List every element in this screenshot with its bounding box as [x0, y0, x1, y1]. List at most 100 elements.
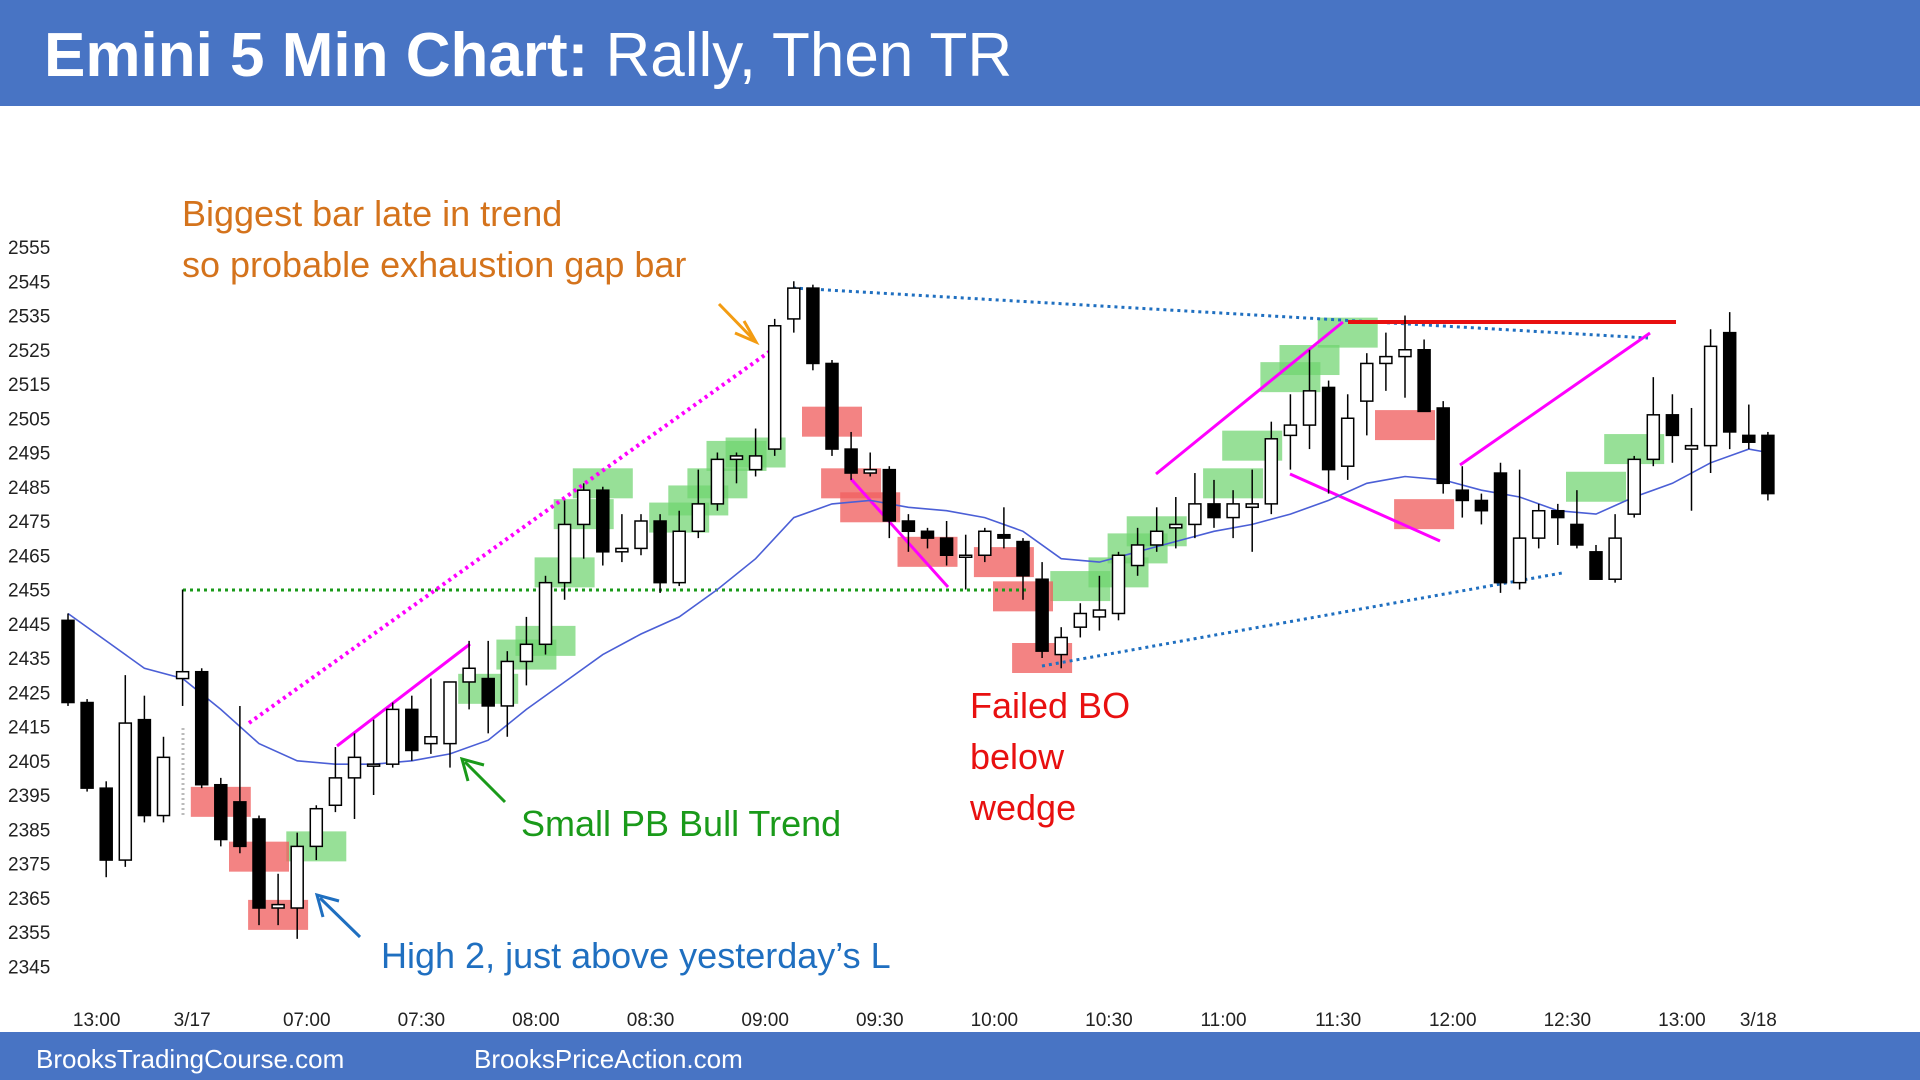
annotation-exhaustion-line1: Biggest bar late in trend	[182, 193, 562, 234]
bear-candle-body	[1742, 434, 1756, 443]
y-tick-label: 2545	[8, 272, 50, 293]
bear-candle-body	[1493, 472, 1508, 584]
bull-candle-body	[290, 845, 304, 909]
bear-candle-body	[137, 718, 152, 817]
bull-candle-body	[615, 547, 629, 553]
bull-candle-body	[634, 520, 648, 550]
y-tick-label: 2405	[8, 752, 50, 773]
wedge-magenta-line-4	[1289, 472, 1441, 543]
x-tick-label: 11:30	[1315, 1010, 1361, 1031]
bull-candle-body	[1608, 537, 1622, 580]
bull-candle-body	[385, 708, 400, 765]
y-tick-label: 2375	[8, 855, 50, 876]
y-tick-label: 2395	[8, 786, 50, 807]
x-tick-label: 09:00	[741, 1010, 789, 1031]
bull-candle-body	[1302, 390, 1317, 426]
annotation-high2: High 2, just above yesterday’s L	[381, 935, 891, 976]
bull-candle-body	[1169, 523, 1183, 529]
annotation-failed-line2: below	[970, 736, 1065, 777]
y-tick-label: 2415	[8, 718, 50, 739]
footer-right-text: BrooksPriceAction.com	[474, 1044, 743, 1074]
bull-candle-body	[1111, 554, 1126, 615]
y-tick-label: 2515	[8, 375, 50, 396]
candle-layer	[61, 281, 1775, 939]
chart-title: Emini 5 Min Chart: Rally, Then TR	[44, 20, 1012, 91]
bear-signal-zone	[1375, 410, 1435, 441]
bear-candle-body	[596, 489, 610, 553]
y-tick-label: 2425	[8, 683, 50, 704]
x-axis-labels: 13:00 3/17 07:00 07:30 08:00 08:30 09:00 09:30 1…	[73, 1010, 1777, 1031]
bull-candle-body	[1092, 609, 1107, 618]
bull-signal-zone	[1566, 471, 1626, 502]
bull-candle-body	[978, 530, 992, 557]
ema-line	[67, 448, 1769, 766]
bear-candle-body	[844, 448, 858, 474]
y-tick-label: 2485	[8, 478, 50, 499]
bear-candle-body	[1436, 407, 1450, 485]
bear-candle-body	[405, 708, 419, 752]
bull-candle-body	[328, 777, 343, 807]
x-tick-label: 3/18	[1740, 1010, 1777, 1031]
upper-triangle-dotted-line	[792, 286, 1649, 340]
bull-candle-body	[1283, 424, 1298, 437]
bull-candle-body	[1340, 417, 1355, 467]
y-tick-label: 2445	[8, 615, 50, 636]
bull-candle-body	[1073, 612, 1088, 628]
bear-candle-body	[1570, 523, 1584, 546]
bear-candle-body	[61, 619, 75, 704]
bear-candle-body	[920, 530, 935, 539]
bull-candle-body	[787, 287, 801, 320]
bull-candle-body	[748, 455, 763, 471]
wedge-magenta-line-5	[1459, 331, 1651, 467]
bear-candle-body	[806, 287, 820, 365]
y-tick-label: 2495	[8, 444, 50, 465]
bear-candle-body	[1589, 551, 1603, 580]
bull-candle-body	[271, 903, 285, 909]
x-tick-label: 10:00	[971, 1010, 1019, 1031]
green-arrow-icon	[459, 756, 507, 804]
bull-candle-body	[1360, 362, 1374, 402]
annotation-small-pb: Small PB Bull Trend	[521, 803, 841, 844]
bear-candle-body	[1417, 349, 1431, 413]
x-tick-label: 11:00	[1200, 1010, 1246, 1031]
bull-candle-body	[1264, 438, 1279, 505]
bull-candle-body	[1188, 503, 1202, 526]
x-tick-label: 12:00	[1429, 1010, 1477, 1031]
bull-candle-body	[1054, 636, 1068, 656]
x-tick-label: 13:00	[73, 1010, 121, 1031]
bull-candle-body	[729, 455, 744, 461]
y-tick-label: 2555	[8, 238, 50, 259]
chart-title-rest: Rally, Then TR	[588, 21, 1013, 90]
bull-candle-body	[175, 670, 190, 680]
bull-candle-body	[1703, 345, 1718, 447]
channel-magenta-dotted-line	[247, 345, 778, 725]
bull-candle-body	[672, 530, 686, 584]
annotation-layer: Biggest bar late in trend so probable ex…	[182, 193, 1130, 976]
title-bar	[0, 0, 1920, 106]
bull-candle-body	[1379, 355, 1393, 365]
bear-candle-body	[99, 787, 113, 861]
bull-candle-body	[1398, 349, 1412, 358]
footer-left-text: BrooksTradingCourse.com	[36, 1044, 345, 1074]
bull-candle-body	[500, 660, 515, 707]
bull-candle-body	[519, 643, 534, 663]
x-tick-label: 07:30	[398, 1010, 446, 1031]
wedge-magenta-line-1	[336, 642, 471, 748]
bull-candle-body	[1646, 414, 1661, 461]
x-tick-label: 08:00	[512, 1010, 560, 1031]
bear-candle-body	[825, 362, 839, 450]
bear-candle-body	[1035, 578, 1049, 652]
bear-candle-body	[1474, 499, 1489, 512]
bull-candle-body	[691, 503, 706, 533]
bear-candle-body	[233, 801, 247, 848]
bear-candle-body	[481, 677, 495, 707]
bear-candle-body	[1551, 509, 1565, 519]
arrow-layer	[314, 302, 760, 939]
bear-candle-body	[901, 520, 916, 533]
ema-layer	[67, 448, 1769, 766]
wedge-magenta-line-2	[849, 477, 950, 589]
bear-candle-body	[1207, 503, 1221, 519]
bull-candle-body	[710, 458, 725, 505]
bull-candle-body	[347, 756, 362, 779]
bull-candle-body	[767, 325, 782, 450]
